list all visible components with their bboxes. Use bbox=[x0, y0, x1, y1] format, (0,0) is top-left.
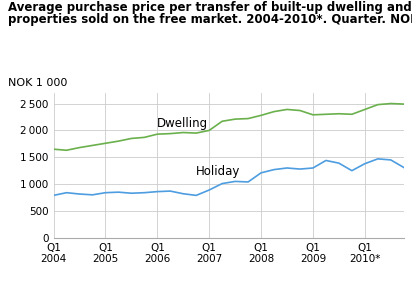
Text: Dwelling: Dwelling bbox=[157, 117, 208, 130]
Text: NOK 1 000: NOK 1 000 bbox=[8, 79, 68, 88]
Text: Average purchase price per transfer of built-up dwelling and holiday: Average purchase price per transfer of b… bbox=[8, 1, 412, 14]
Text: Holiday: Holiday bbox=[196, 165, 241, 178]
Text: properties sold on the free market. 2004-2010*. Quarter. NOK 1 000: properties sold on the free market. 2004… bbox=[8, 13, 412, 26]
